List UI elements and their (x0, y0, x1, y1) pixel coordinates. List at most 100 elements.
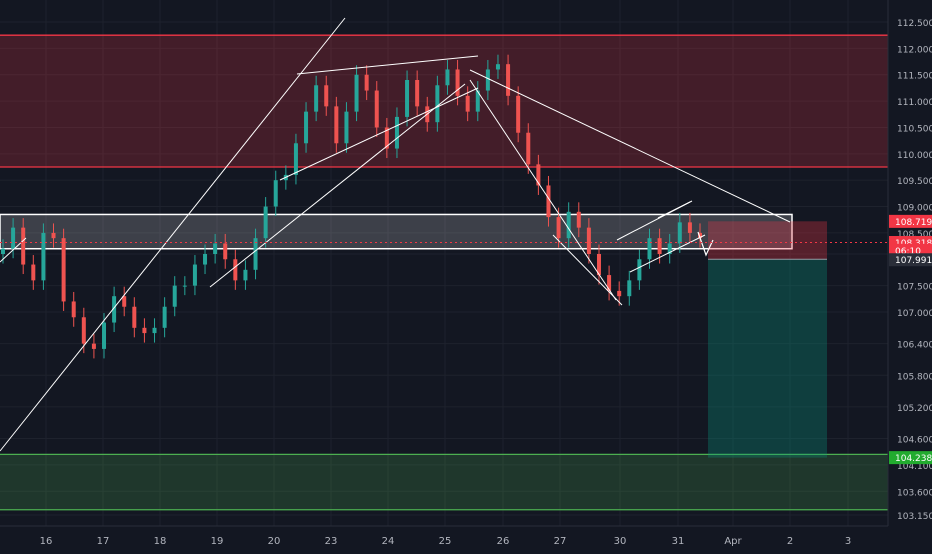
candle-body (607, 275, 612, 291)
trend-line (0, 237, 27, 263)
zone-support (0, 454, 888, 510)
candle-body (667, 243, 672, 254)
candle-body (465, 95, 470, 112)
candle-body (475, 90, 480, 112)
y-tick-label: 105.200 (897, 404, 932, 414)
candle-body (687, 222, 692, 233)
candle-body (516, 95, 521, 133)
candle-body (223, 243, 228, 260)
candle-body (253, 238, 258, 270)
x-tick-label: 30 (614, 536, 627, 547)
trend-line (209, 83, 466, 288)
candle-body (374, 90, 379, 128)
candle-body (566, 211, 571, 239)
candle-body (11, 227, 16, 249)
projection-arrow (697, 231, 714, 257)
x-tick-label: 27 (554, 536, 567, 547)
axis-corner (888, 526, 932, 550)
candle-body (203, 254, 208, 265)
y-tick-label: 103.600 (897, 488, 932, 498)
candle-body (455, 69, 460, 96)
candle-body (91, 343, 96, 349)
candle-body (41, 232, 46, 281)
price-tag-label: 104.238 (895, 454, 932, 464)
candle-body (71, 301, 76, 318)
candle-body (293, 143, 298, 175)
candle-body (485, 69, 490, 91)
x-tick-label: 2 (787, 536, 793, 547)
trend-line (0, 17, 346, 452)
position-stop-area (708, 221, 827, 260)
candle-body (122, 296, 127, 307)
trend-line (469, 79, 617, 301)
candle-body (405, 80, 410, 117)
candle-body (354, 74, 359, 112)
x-tick-label: 3 (845, 536, 851, 547)
candle-body (233, 259, 238, 281)
x-tick-label: 20 (268, 536, 281, 547)
candle-body (495, 64, 500, 70)
x-tick-label: 23 (325, 536, 338, 547)
candle-body (81, 317, 86, 344)
candle-body (506, 64, 511, 96)
candle-body (182, 285, 187, 287)
x-tick-label: Apr (724, 536, 742, 547)
y-tick-label: 104.600 (897, 436, 932, 446)
candle-body (677, 222, 682, 244)
candle-body (314, 85, 319, 112)
candle-body (344, 111, 349, 144)
candle-body (263, 206, 268, 239)
candle-body (132, 306, 137, 328)
price-tag-label: 108.719 (895, 218, 932, 228)
candle-body (21, 227, 26, 265)
price-tag (889, 214, 932, 228)
candle-body (698, 232, 702, 239)
price-tag-label: 107.991 (895, 256, 932, 266)
candle-body (617, 290, 622, 297)
y-tick-label: 104.100 (897, 462, 932, 472)
trend-line (629, 234, 706, 273)
y-tick-label: 107.500 (897, 283, 932, 293)
y-tick-label: 108.500 (897, 230, 932, 240)
trend-line (296, 55, 479, 75)
candle-body (324, 85, 329, 107)
candle-body (243, 269, 248, 281)
y-tick-label: 103.150 (897, 512, 932, 522)
candle-body (112, 296, 117, 323)
candle-body (1, 248, 5, 254)
candle-body (415, 80, 420, 107)
candle-body (556, 217, 561, 239)
price-tag (889, 253, 932, 267)
candle-body (586, 227, 591, 254)
candle-body (102, 322, 107, 349)
candle-body (546, 185, 551, 218)
candle-body (445, 69, 450, 86)
candle-body (162, 306, 167, 328)
x-tick-label: 17 (97, 536, 110, 547)
y-tick-label: 105.800 (897, 372, 932, 382)
candle-body (394, 116, 399, 149)
x-tick-label: 31 (672, 536, 685, 547)
candle-body (61, 238, 66, 302)
y-tick-label: 106.400 (897, 341, 932, 351)
trend-line (469, 69, 791, 223)
candle-body (213, 243, 218, 254)
candle-body (273, 180, 278, 207)
key-level-box (0, 213, 793, 250)
y-tick-label: 112.000 (897, 45, 932, 55)
x-tick-label: 26 (497, 536, 510, 547)
y-tick-label: 111.500 (897, 72, 932, 82)
x-tick-label: 18 (154, 536, 167, 547)
candle-body (172, 285, 177, 307)
candle-body (637, 259, 642, 281)
candle-body (304, 111, 309, 144)
candle-body (384, 127, 389, 149)
price-tag (889, 451, 932, 465)
trend-line (657, 200, 693, 219)
trend-line (279, 87, 479, 181)
x-tick-label: 25 (439, 536, 452, 547)
candle-body (647, 238, 652, 260)
candle-body (142, 327, 147, 334)
candle-body (152, 327, 157, 334)
